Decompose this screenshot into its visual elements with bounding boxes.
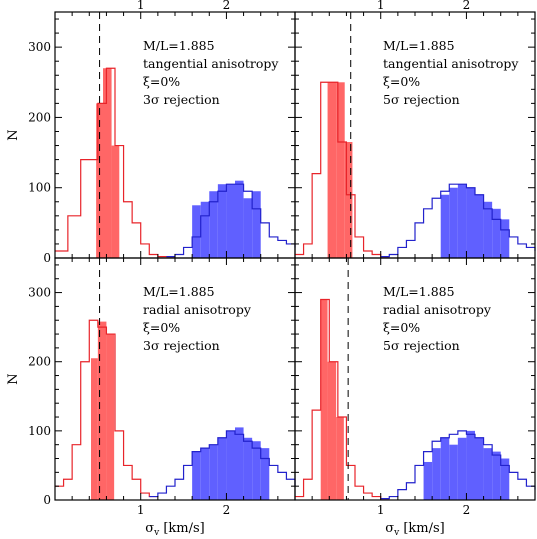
- annotation-text: 5σ rejection: [383, 338, 460, 353]
- annotation-text: 3σ rejection: [143, 92, 220, 107]
- blue-filled-bar: [217, 184, 227, 258]
- y-axis-label: N: [6, 129, 21, 140]
- red-filled-bar: [336, 82, 345, 259]
- annotation-text: 5σ rejection: [383, 92, 460, 107]
- blue-filled-bar: [252, 191, 261, 258]
- y-tick-label: 200: [28, 110, 51, 124]
- blue-filled-bar: [483, 448, 493, 500]
- red-filled-bar: [97, 321, 107, 500]
- red-filled-bar: [327, 82, 337, 259]
- red-filled-bar: [91, 358, 98, 500]
- annotation-text: M/L=1.885: [143, 284, 215, 299]
- blue-filled-bar: [200, 448, 210, 500]
- annotation-text: ξ=0%: [383, 320, 420, 335]
- blue-filled-bar: [500, 458, 510, 500]
- blue-filled-bar: [457, 437, 467, 500]
- blue-filled-bar: [440, 194, 450, 258]
- blue-filled-bar: [432, 448, 441, 500]
- red-filled-bar: [320, 299, 328, 500]
- blue-filled-bar: [209, 191, 218, 258]
- blue-filled-bar: [449, 444, 458, 500]
- blue-filled-bar: [192, 205, 201, 258]
- x-tick-label-top: 1: [377, 0, 385, 12]
- blue-filled-bar: [449, 187, 458, 258]
- red-filled-bar: [106, 334, 115, 500]
- x-tick-label: 1: [137, 503, 145, 517]
- blue-filled-bar: [500, 219, 510, 258]
- red-outline-histogram: [295, 298, 390, 500]
- blue-filled-bar: [466, 430, 475, 500]
- blue-filled-bar: [492, 208, 501, 258]
- blue-filled-bar: [492, 451, 501, 500]
- blue-filled-bar: [235, 427, 244, 500]
- blue-filled-bar: [217, 437, 227, 500]
- x-tick-label: 1: [377, 503, 385, 517]
- red-outline-histogram: [55, 67, 175, 258]
- red-filled-bar: [103, 68, 112, 258]
- y-tick-label: 0: [43, 251, 51, 265]
- y-tick-label: 300: [28, 286, 51, 300]
- panel-top-left: 1 2 0 100 200 300 N M/L=1.885 tangential anisotr…: [6, 0, 296, 265]
- x-tick-label-top: 1: [137, 0, 145, 12]
- annotation-text: M/L=1.885: [143, 38, 215, 53]
- x-tick-label: 2: [463, 503, 471, 517]
- blue-outline-histogram: [380, 430, 536, 500]
- y-tick-label: 100: [28, 181, 51, 195]
- x-axis-label: σv [km/s]: [145, 521, 205, 538]
- blue-filled-bar: [457, 184, 467, 258]
- blue-filled-bar: [226, 184, 235, 258]
- annotation-text: radial anisotropy: [383, 302, 492, 317]
- panel-top-right: 1 2 M/L=1.885 tangential anisotropy ξ=0% 5σ r…: [294, 0, 536, 259]
- panel-bottom-right: 1 2 σv [km/s] M/L=1.885 radial anisotropy ξ=0…: [294, 257, 536, 538]
- annotation-text: ξ=0%: [143, 320, 180, 335]
- red-outline-histogram: [55, 319, 158, 498]
- blue-filled-bar: [423, 461, 433, 500]
- annotation-text: 3σ rejection: [143, 338, 220, 353]
- y-tick-label: 300: [28, 40, 51, 54]
- red-filled-bar: [344, 142, 353, 258]
- y-axis-label: N: [6, 373, 21, 384]
- red-outline-histogram: [295, 81, 390, 258]
- blue-outline-histogram: [380, 183, 536, 258]
- blue-outline-histogram: [149, 430, 296, 498]
- blue-filled-bar: [475, 194, 484, 258]
- x-axis-label: σv [km/s]: [385, 521, 445, 538]
- red-filled-bar: [336, 417, 344, 500]
- annotation-text: M/L=1.885: [383, 284, 455, 299]
- blue-filled-bar: [243, 437, 253, 500]
- x-tick-label-top: 2: [463, 0, 471, 12]
- x-tick-label: 2: [223, 503, 231, 517]
- annotation-text: tangential anisotropy: [383, 56, 519, 71]
- annotation-text: radial anisotropy: [143, 302, 252, 317]
- annotation-text: tangential anisotropy: [143, 56, 279, 71]
- panel-bottom-left: 1 2 0 100 200 300 Nσv [km/s] M/L=1.885 radial an…: [6, 257, 296, 538]
- red-filled-bar: [327, 361, 337, 500]
- blue-filled-bar: [260, 448, 270, 500]
- annotation-text: ξ=0%: [383, 74, 420, 89]
- blue-filled-bar: [466, 187, 475, 258]
- blue-filled-bar: [192, 451, 201, 500]
- y-tick-label: 0: [43, 493, 51, 507]
- blue-filled-bar: [209, 444, 218, 500]
- blue-filled-bar: [440, 437, 450, 500]
- x-tick-label-top: 2: [223, 0, 231, 12]
- blue-outline-histogram: [166, 183, 296, 258]
- blue-filled-bar: [483, 201, 493, 258]
- annotation-text: ξ=0%: [143, 74, 180, 89]
- blue-filled-bar: [475, 437, 484, 500]
- blue-filled-bar: [252, 441, 261, 500]
- red-filled-bar: [111, 145, 120, 258]
- blue-filled-bar: [200, 201, 210, 258]
- blue-filled-bar: [235, 180, 244, 258]
- blue-filled-bar: [243, 198, 253, 258]
- y-tick-label: 100: [28, 424, 51, 438]
- y-tick-label: 200: [28, 355, 51, 369]
- annotation-text: M/L=1.885: [383, 38, 455, 53]
- blue-filled-bar: [226, 430, 235, 500]
